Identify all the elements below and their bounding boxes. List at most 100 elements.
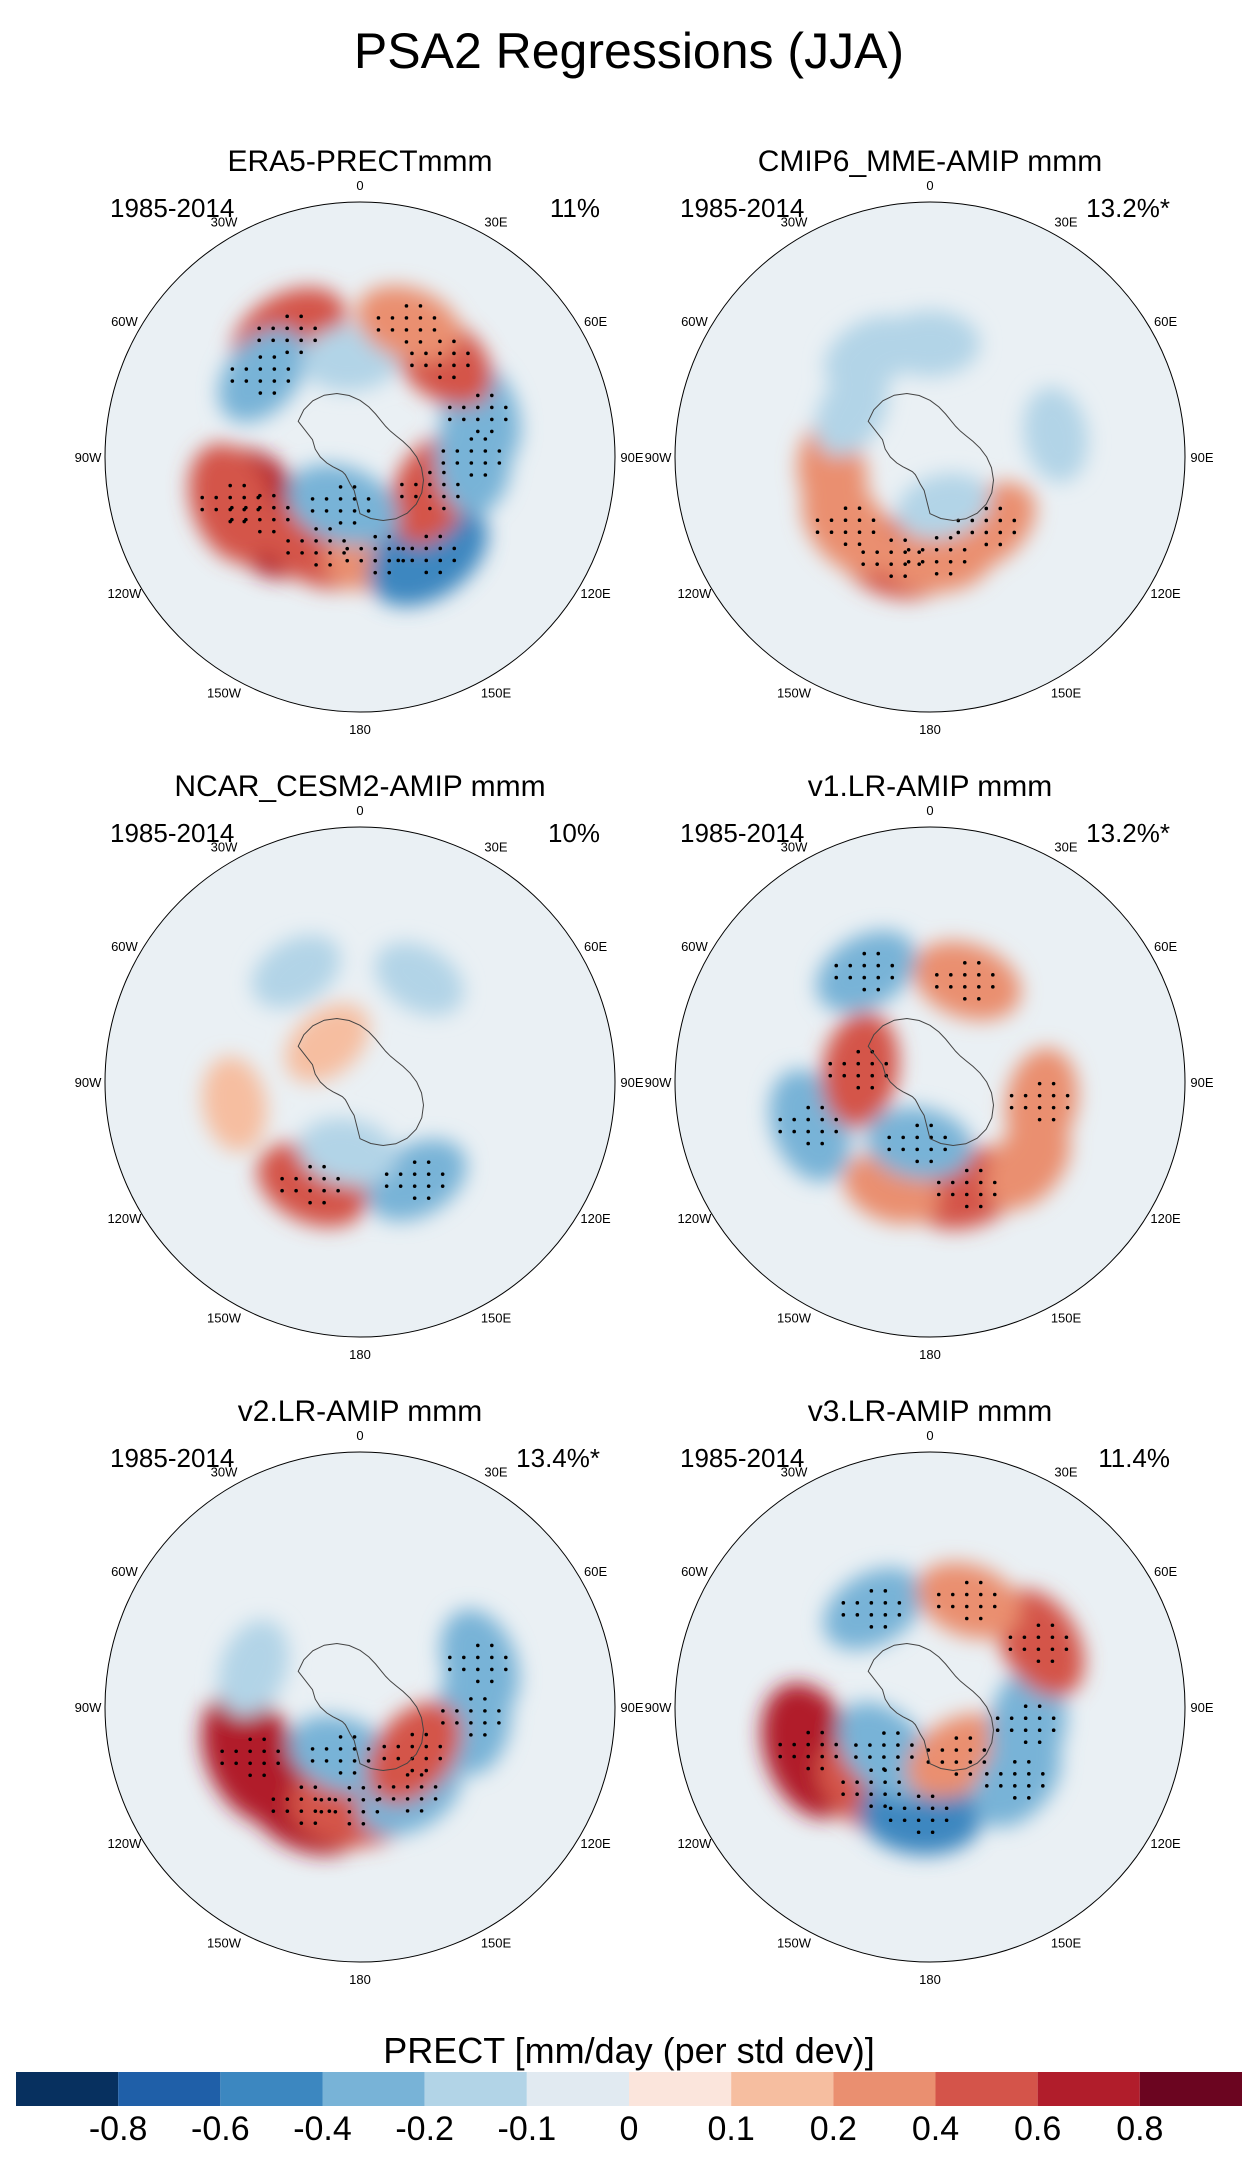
map-panel: v1.LR-AMIP mmm 1985-2014 13.2%* 0 30E 60E 90E 1… bbox=[640, 770, 1220, 1370]
significance-dot bbox=[352, 485, 357, 489]
significance-dot bbox=[861, 550, 865, 554]
significance-dot bbox=[299, 326, 303, 331]
significance-dot bbox=[855, 1601, 860, 1605]
significance-dot bbox=[820, 1754, 824, 1759]
significance-dot bbox=[855, 1780, 859, 1785]
significance-dot bbox=[396, 546, 401, 551]
significance-dot bbox=[418, 304, 423, 308]
longitude-label: 90W bbox=[75, 450, 102, 465]
significance-dot bbox=[995, 1716, 1000, 1721]
anomaly-region bbox=[366, 1701, 462, 1804]
significance-dot bbox=[257, 338, 261, 343]
significance-dot bbox=[401, 558, 406, 563]
significance-dot bbox=[778, 1129, 782, 1134]
significance-dot bbox=[916, 1806, 921, 1811]
significance-dot bbox=[452, 339, 456, 344]
map-border bbox=[674, 201, 1186, 713]
significance-dot bbox=[915, 1159, 919, 1164]
significance-dot bbox=[398, 1184, 403, 1188]
significance-dot bbox=[1051, 1728, 1056, 1733]
significance-dot bbox=[338, 1759, 343, 1763]
significance-dot bbox=[875, 550, 879, 554]
significance-dot bbox=[954, 1772, 959, 1776]
longitude-label: 30E bbox=[484, 839, 507, 854]
significance-dot bbox=[903, 574, 907, 578]
significance-dot bbox=[262, 1761, 266, 1766]
significance-dot bbox=[483, 1721, 487, 1725]
significance-dot bbox=[848, 963, 853, 968]
significance-dot bbox=[906, 547, 911, 552]
significance-dot bbox=[338, 1771, 343, 1775]
significance-dot bbox=[271, 326, 275, 331]
significance-dot bbox=[843, 530, 848, 535]
significance-dot bbox=[820, 1141, 824, 1146]
significance-dot bbox=[806, 1730, 810, 1735]
significance-dot bbox=[964, 1180, 969, 1185]
longitude-label: 30W bbox=[211, 1464, 238, 1479]
significance-dot bbox=[857, 518, 862, 523]
significance-dot bbox=[410, 1732, 415, 1737]
significance-dot bbox=[883, 1804, 887, 1809]
significance-dot bbox=[504, 405, 508, 410]
longitude-label: 150W bbox=[777, 686, 812, 701]
significance-dot bbox=[271, 1797, 276, 1801]
significance-dot bbox=[285, 1797, 290, 1801]
significance-dot bbox=[258, 379, 263, 383]
significance-dot bbox=[956, 530, 961, 535]
significance-dot bbox=[412, 1160, 417, 1164]
significance-dot bbox=[438, 1756, 443, 1761]
significance-dot bbox=[984, 506, 989, 511]
anomaly-region bbox=[1023, 387, 1088, 483]
longitude-label: 120W bbox=[677, 1211, 712, 1226]
significance-dot bbox=[855, 1613, 860, 1617]
significance-dot bbox=[948, 535, 953, 540]
polar-map: 0 30E 60E 90E 120E 150E 180 150W 120W 90W 60W 30W bbox=[645, 1428, 1214, 1987]
significance-dot bbox=[1041, 1784, 1045, 1788]
significance-dot bbox=[230, 379, 235, 383]
significance-dot bbox=[412, 1172, 417, 1176]
significance-dot bbox=[887, 1147, 891, 1152]
anomaly-region bbox=[814, 367, 888, 457]
significance-dot bbox=[869, 1601, 874, 1605]
significance-dot bbox=[257, 326, 261, 331]
map-border bbox=[104, 826, 616, 1338]
significance-dot bbox=[940, 1748, 945, 1752]
longitude-label: 90E bbox=[1190, 1075, 1213, 1090]
significance-dot bbox=[929, 1159, 933, 1164]
significance-dot bbox=[440, 1172, 445, 1176]
significance-dot bbox=[964, 1192, 969, 1197]
longitude-label: 90W bbox=[75, 1700, 102, 1715]
colorbar-tick-label: 0.1 bbox=[707, 2110, 755, 2148]
significance-dot bbox=[476, 393, 480, 398]
significance-dot bbox=[375, 1809, 380, 1814]
significance-dot bbox=[999, 1784, 1003, 1788]
significance-dot bbox=[366, 497, 371, 501]
significance-dot bbox=[359, 546, 364, 551]
significance-dot bbox=[917, 562, 921, 566]
significance-dot bbox=[441, 1709, 445, 1713]
significance-dot bbox=[359, 558, 364, 563]
significance-dot bbox=[896, 1743, 900, 1747]
significance-dot bbox=[438, 558, 443, 563]
significance-dot bbox=[410, 351, 414, 356]
longitude-label: 150W bbox=[207, 686, 242, 701]
significance-dot bbox=[854, 1743, 858, 1747]
significance-dot bbox=[333, 1797, 338, 1802]
significance-dot bbox=[490, 1667, 494, 1672]
colorbar-segment bbox=[526, 2072, 629, 2106]
panel-title: CMIP6_MME-AMIP mmm bbox=[757, 145, 1103, 178]
significance-dot bbox=[373, 534, 378, 539]
significance-dot bbox=[476, 429, 480, 434]
significance-dot bbox=[376, 328, 381, 332]
significance-dot bbox=[862, 987, 867, 992]
significance-dot bbox=[869, 1768, 873, 1773]
significance-dot bbox=[299, 1797, 304, 1801]
significance-dot bbox=[964, 1604, 969, 1609]
significance-dot bbox=[382, 1756, 387, 1761]
significance-dot bbox=[1050, 1647, 1055, 1652]
significance-dot bbox=[469, 1697, 473, 1701]
significance-dot bbox=[352, 1747, 357, 1751]
longitude-label: 90E bbox=[620, 1700, 643, 1715]
significance-dot bbox=[903, 562, 907, 566]
significance-dot bbox=[984, 518, 989, 523]
